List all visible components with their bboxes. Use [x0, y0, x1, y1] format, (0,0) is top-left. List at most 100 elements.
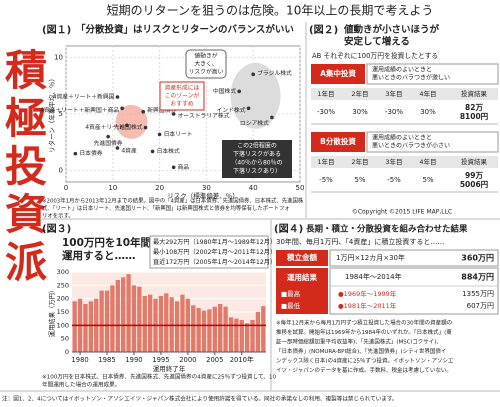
point-label: 商品: [178, 163, 190, 171]
headline: 短期のリターンを狙うのは危険。10年以上の長期で考えよう: [107, 4, 434, 18]
column-header: 1年目: [317, 89, 334, 98]
legend-text: 直近172万円（2005年1月〜2014年12月）: [153, 258, 276, 266]
figure-note: 推移を試算。開始年は1969年から1984年のいずれか。「日本株式」(東: [276, 328, 452, 336]
data-point: [115, 95, 120, 99]
table-tag: ■最低: [281, 301, 301, 310]
bar: [99, 290, 104, 352]
y-tick-label: 250: [57, 281, 69, 289]
table-cell: 30%: [420, 108, 436, 116]
strategy-desc-box: [366, 131, 499, 153]
drawdown-callout-text: 下落リスクあり）: [233, 167, 281, 175]
strategy-desc-box: [366, 63, 499, 85]
x-tick-label: 30: [202, 184, 211, 192]
figure-label: (図１): [42, 24, 71, 36]
y-axis-label: リターン（年率平均、％）: [47, 75, 56, 153]
bar: [207, 309, 212, 352]
figure-note: ※2003年1月から2013年12月までの結果。図中の「4資産」は日本債券、先進…: [42, 197, 304, 205]
bar: [223, 306, 228, 352]
drawdown-callout: [222, 140, 292, 178]
bar: [191, 305, 196, 352]
bar: [104, 290, 110, 352]
y-tick-label: 200: [57, 295, 69, 303]
row-body: [329, 249, 499, 267]
y-tick-label: 0: [59, 167, 63, 175]
y-tick-label: 150: [57, 308, 69, 316]
data-point: [73, 151, 78, 156]
bar: [88, 301, 94, 352]
row-body: [329, 267, 499, 315]
row-head: [276, 250, 328, 266]
table-cell: 30%: [352, 108, 368, 116]
figure-note: 「日本債券」(NOMURA-BPI総合)、「先進国債券」(シティ世界国債イ: [276, 347, 446, 355]
table-amount: 884万円: [461, 273, 494, 282]
bar: [239, 320, 244, 352]
point-label: ロシア株式: [240, 119, 269, 127]
table-cell: 5%: [422, 176, 433, 184]
figure-title: 値動きが小さいほうが: [343, 24, 440, 36]
table-cell: 1万円×12カ月×30年: [336, 253, 405, 262]
bar: [137, 286, 142, 352]
x-tick-label: 20: [155, 184, 164, 192]
point-label: 4資産＋リート＋新興国＋商品: [40, 106, 119, 114]
data-point: [237, 89, 241, 94]
strategy-desc: 運用成績のよいときと: [372, 134, 432, 142]
y-tick-label: 50: [61, 335, 69, 343]
risk-callout-text: 値動きが: [194, 52, 217, 60]
x-axis-label: リスク（標準偏差、％）: [167, 191, 239, 200]
column-header: 4年目: [419, 89, 436, 98]
y-tick-label: 300: [57, 268, 69, 276]
copyright: ©Copyright ©2015 LIFE MAP,LLC: [352, 209, 452, 216]
figure-subtitle: AB それぞれに100万円を投資したとする: [312, 51, 438, 60]
table-cell: -5%: [387, 176, 401, 184]
data-point: [157, 132, 162, 137]
row-head-text: 積立金額: [286, 252, 317, 262]
y-tick-label: 0: [65, 348, 69, 356]
column-header: 2年目: [351, 157, 368, 166]
zone-callout-text: このゾーンが: [165, 92, 200, 100]
bar: [174, 301, 180, 352]
figure-note: ※毎年12月末から毎月1万円ずつ積立投資した場合の30年間の資産額の: [276, 319, 452, 327]
x-axis-label: 運用終了年: [153, 364, 186, 373]
data-point: [270, 115, 274, 120]
column-header: 3年目: [385, 157, 402, 166]
legend-text: 最小108万円（2002年1月〜2011年12月）: [153, 248, 276, 256]
column-header: 投資結果: [461, 157, 488, 166]
point-label: 4資産: [121, 147, 136, 155]
table-cell: -5%: [319, 176, 333, 184]
data-point: [251, 72, 255, 77]
column-header: 4年目: [419, 157, 436, 166]
table-result: 99万: [465, 171, 483, 180]
x-tick-label: 1990: [125, 356, 142, 364]
column-header: 2年目: [351, 89, 368, 98]
point-label: 先進国債券: [94, 139, 123, 147]
table-cell: -30%: [385, 108, 403, 116]
x-tick-label: 2005: [206, 356, 223, 364]
bar: [164, 293, 169, 352]
zone-callout: [159, 81, 205, 111]
x-tick-label: 1980: [71, 356, 88, 364]
bar: [126, 274, 131, 352]
figure-note: リオを示す。: [42, 213, 74, 220]
footer: 注：図1、2、4についてはイボットソン・アソシエイツ・ジャパン株式会社により使用…: [2, 395, 398, 403]
point-label: 日本リート: [164, 130, 193, 138]
bar: [201, 310, 207, 352]
x-tick-label: 2000: [179, 356, 196, 364]
bar: [234, 318, 239, 352]
data-point: [120, 106, 124, 111]
legend-text: 最大292万円（1980年1月〜1989年12月）: [153, 238, 276, 246]
x-tick-label: 2010年: [230, 355, 254, 364]
point-label: 先進国株式: [114, 123, 143, 131]
y-axis-label: 運用結果（万円）: [47, 287, 56, 337]
column-header: 3年目: [385, 89, 402, 98]
figure-note: 証一部時価総額加重平均収益率)、「先進国株式」(MSCIコクサイ)、: [276, 338, 442, 346]
bar: [110, 285, 115, 352]
figure-title: 「分散投資」はリスクとリターンのバランスがいい: [76, 24, 294, 36]
strategy-tag: [311, 64, 365, 84]
y-tick-label: 10: [54, 53, 63, 61]
figure-title: 100万円を10年間: [62, 236, 151, 249]
risk-callout-text: リスクが高い: [189, 68, 224, 76]
drawdown-callout-text: この2倍程度の: [237, 142, 277, 150]
bar: [250, 320, 255, 352]
figure-note: 式、「リート」は日本リート、先進国リート、「新興国」は新興国株式と債券を均等保有…: [42, 204, 290, 212]
